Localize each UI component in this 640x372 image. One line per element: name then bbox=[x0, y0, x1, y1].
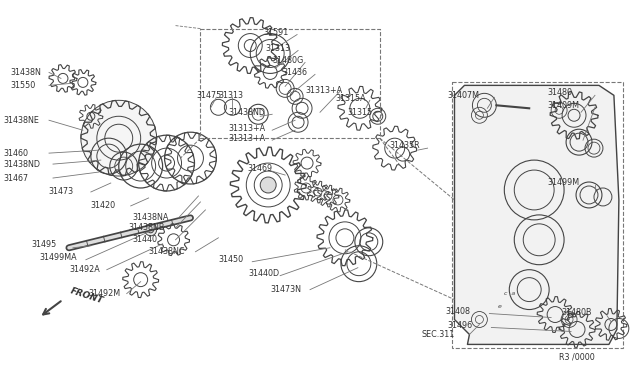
Text: 31313+A: 31313+A bbox=[228, 134, 266, 143]
Text: 31499M: 31499M bbox=[547, 177, 579, 186]
Text: 31313+A: 31313+A bbox=[228, 124, 266, 133]
Text: 31409M: 31409M bbox=[547, 101, 579, 110]
Text: 31407M: 31407M bbox=[447, 91, 479, 100]
Text: 31315A: 31315A bbox=[335, 94, 365, 103]
Text: 31438ND: 31438ND bbox=[228, 108, 266, 117]
Text: 31313: 31313 bbox=[218, 91, 243, 100]
Text: 31438NA: 31438NA bbox=[132, 214, 169, 222]
Text: 31492A: 31492A bbox=[69, 265, 100, 274]
Text: 31438NC: 31438NC bbox=[148, 247, 185, 256]
Text: 31492M: 31492M bbox=[89, 289, 121, 298]
Text: 31438NE: 31438NE bbox=[3, 116, 39, 125]
Text: 31420: 31420 bbox=[91, 201, 116, 211]
Circle shape bbox=[145, 224, 157, 236]
Text: 31550: 31550 bbox=[10, 81, 35, 90]
Text: 31313+A: 31313+A bbox=[305, 86, 342, 95]
Text: 31480B: 31480B bbox=[561, 308, 591, 317]
Text: 31408: 31408 bbox=[445, 307, 470, 316]
Text: 31467: 31467 bbox=[3, 173, 28, 183]
Text: 31495: 31495 bbox=[31, 240, 56, 249]
Text: 31499MA: 31499MA bbox=[39, 253, 77, 262]
Text: e: e bbox=[497, 304, 501, 308]
Text: 31438NB: 31438NB bbox=[129, 223, 165, 232]
Text: 31475: 31475 bbox=[196, 91, 221, 100]
Text: 31438ND: 31438ND bbox=[3, 160, 40, 169]
Text: 31450: 31450 bbox=[218, 255, 243, 264]
Text: SEC.311: SEC.311 bbox=[422, 330, 455, 339]
Text: 31480G: 31480G bbox=[272, 56, 303, 65]
Polygon shape bbox=[454, 86, 619, 344]
Circle shape bbox=[260, 177, 276, 193]
Text: 31473: 31473 bbox=[48, 187, 73, 196]
Text: 31315: 31315 bbox=[348, 108, 373, 117]
Text: c  a: c a bbox=[504, 291, 516, 296]
Text: 31440: 31440 bbox=[132, 235, 157, 244]
Bar bbox=[200, 29, 380, 138]
Text: 31496: 31496 bbox=[447, 321, 473, 330]
Text: 31438N: 31438N bbox=[10, 68, 41, 77]
Text: 31473N: 31473N bbox=[270, 285, 301, 294]
Text: FRONT: FRONT bbox=[69, 286, 104, 305]
Text: 31435R: 31435R bbox=[390, 141, 420, 150]
Text: 31440D: 31440D bbox=[248, 269, 280, 278]
Text: 31313: 31313 bbox=[265, 44, 290, 53]
Text: 31591: 31591 bbox=[263, 28, 289, 37]
Circle shape bbox=[81, 100, 157, 176]
Text: R3 /0000: R3 /0000 bbox=[559, 353, 595, 362]
Circle shape bbox=[148, 227, 154, 233]
Text: 31480: 31480 bbox=[547, 88, 572, 97]
Text: 31460: 31460 bbox=[3, 149, 28, 158]
Text: 31469: 31469 bbox=[247, 164, 273, 173]
Text: 31436: 31436 bbox=[282, 68, 307, 77]
